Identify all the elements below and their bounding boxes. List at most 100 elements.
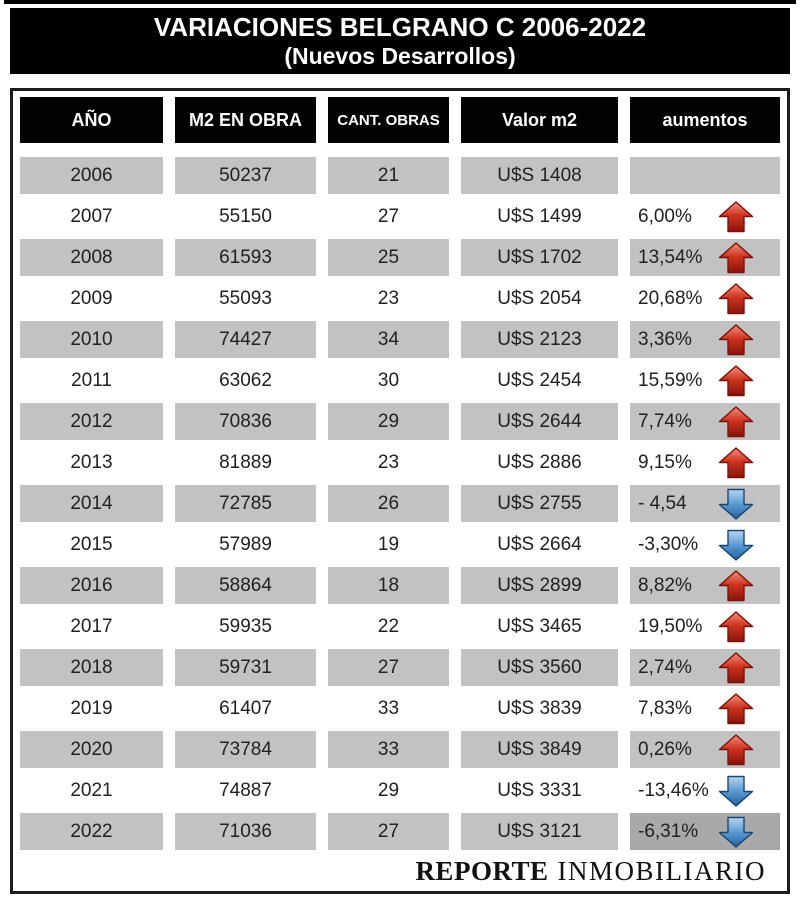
year-cell-value: 2008 (70, 246, 113, 268)
m2-cell: 61593 (175, 239, 316, 276)
m2-cell: 73784 (175, 731, 316, 768)
valor-cell: U$S 3465 (461, 608, 618, 645)
valor-cell: U$S 2886 (461, 444, 618, 481)
aumentos-cell: 2,74% (630, 649, 780, 686)
aumentos-cell: 19,50% (630, 608, 780, 645)
obras-cell: 19 (328, 526, 449, 563)
top-border-strip (4, 0, 796, 4)
aumentos-cell: 8,82% (630, 567, 780, 604)
obras-cell-value: 23 (377, 451, 400, 473)
trend-up-icon (718, 610, 754, 643)
page-subtitle: (Nuevos Desarrollos) (284, 42, 516, 69)
valor-cell: U$S 1702 (461, 239, 618, 276)
m2-cell: 74887 (175, 772, 316, 809)
obras-cell: 27 (328, 649, 449, 686)
aumentos-cell: -6,31% (630, 813, 780, 850)
table-row: 2015 57989 19 U$S 2664 -3,30% (20, 524, 780, 565)
aumentos-cell: 0,26% (630, 731, 780, 768)
obras-cell: 23 (328, 280, 449, 317)
brand-name-bold: REPORTE (415, 856, 549, 886)
year-cell-value: 2013 (70, 451, 113, 473)
m2-cell-value: 55093 (219, 287, 272, 309)
m2-cell: 50237 (175, 157, 316, 194)
table-row: 2008 61593 25 U$S 1702 13,54% (20, 237, 780, 278)
year-cell: 2019 (20, 690, 163, 727)
aumentos-cell: - 4,54 (630, 485, 780, 522)
m2-cell-value: 70836 (219, 410, 272, 432)
obras-cell-value: 22 (377, 615, 400, 637)
trend-up-icon (718, 446, 754, 479)
table-row: 2011 63062 30 U$S 2454 15,59% (20, 360, 780, 401)
year-cell: 2012 (20, 403, 163, 440)
year-cell: 2017 (20, 608, 163, 645)
m2-cell: 57989 (175, 526, 316, 563)
trend-up-icon (718, 200, 754, 233)
year-cell: 2013 (20, 444, 163, 481)
table-row: 2020 73784 33 U$S 3849 0,26% (20, 729, 780, 770)
m2-cell-value: 81889 (219, 451, 272, 473)
table-row: 2006 50237 21 U$S 1408 (20, 155, 780, 196)
column-header-cant-obras: CANT. OBRAS (328, 97, 449, 143)
valor-cell-value: U$S 3839 (497, 697, 582, 719)
year-cell-value: 2012 (70, 410, 113, 432)
m2-cell: 59935 (175, 608, 316, 645)
table-header-row: AÑO M2 EN OBRA CANT. OBRAS Valor m2 aume… (20, 97, 780, 143)
valor-cell-value: U$S 2755 (497, 492, 582, 514)
year-cell: 2022 (20, 813, 163, 850)
obras-cell-value: 34 (377, 328, 400, 350)
table-row: 2007 55150 27 U$S 1499 6,00% (20, 196, 780, 237)
aumento-value: 19,50% (638, 615, 703, 637)
aumentos-cell: 3,36% (630, 321, 780, 358)
year-cell: 2011 (20, 362, 163, 399)
aumento-value: - 4,54 (638, 492, 687, 514)
aumento-value: -13,46% (638, 779, 709, 801)
valor-cell: U$S 3331 (461, 772, 618, 809)
table-row: 2018 59731 27 U$S 3560 2,74% (20, 647, 780, 688)
m2-cell-value: 57989 (219, 533, 272, 555)
obras-cell: 25 (328, 239, 449, 276)
trend-down-icon (718, 774, 754, 807)
valor-cell: U$S 1408 (461, 157, 618, 194)
table-row: 2014 72785 26 U$S 2755 - 4,54 (20, 483, 780, 524)
year-cell: 2009 (20, 280, 163, 317)
year-cell: 2014 (20, 485, 163, 522)
year-cell: 2021 (20, 772, 163, 809)
brand-name-regular: INMOBILIARIO (557, 856, 766, 886)
aumentos-cell: 6,00% (630, 198, 780, 235)
year-cell: 2010 (20, 321, 163, 358)
trend-up-icon (718, 364, 754, 397)
m2-cell-value: 50237 (219, 164, 272, 186)
column-header-valor-m2: Valor m2 (461, 97, 618, 143)
table-row: 2016 58864 18 U$S 2899 8,82% (20, 565, 780, 606)
m2-cell: 71036 (175, 813, 316, 850)
valor-cell-value: U$S 2899 (497, 574, 582, 596)
valor-cell: U$S 2899 (461, 567, 618, 604)
m2-cell-value: 59935 (219, 615, 272, 637)
valor-cell: U$S 2664 (461, 526, 618, 563)
aumento-value: -3,30% (638, 533, 699, 555)
obras-cell: 21 (328, 157, 449, 194)
year-cell-value: 2011 (71, 369, 112, 391)
year-cell: 2015 (20, 526, 163, 563)
m2-cell-value: 74887 (219, 779, 272, 801)
obras-cell-value: 33 (377, 738, 400, 760)
obras-cell-value: 29 (377, 779, 400, 801)
column-header-ano: AÑO (20, 97, 163, 143)
year-cell-value: 2016 (70, 574, 113, 596)
obras-cell-value: 25 (377, 246, 400, 268)
m2-cell-value: 55150 (219, 205, 272, 227)
aumento-value: 6,00% (638, 205, 692, 227)
aumentos-cell: 9,15% (630, 444, 780, 481)
valor-cell: U$S 1499 (461, 198, 618, 235)
obras-cell: 18 (328, 567, 449, 604)
aumento-value: 7,83% (638, 697, 692, 719)
table-row: 2017 59935 22 U$S 3465 19,50% (20, 606, 780, 647)
aumentos-cell: 13,54% (630, 239, 780, 276)
year-cell-value: 2018 (70, 656, 113, 678)
table-row: 2009 55093 23 U$S 2054 20,68% (20, 278, 780, 319)
year-cell-value: 2009 (70, 287, 113, 309)
valor-cell: U$S 3560 (461, 649, 618, 686)
valor-cell-value: U$S 1499 (497, 205, 582, 227)
valor-cell-value: U$S 2886 (497, 451, 582, 473)
aumentos-cell: 7,74% (630, 403, 780, 440)
